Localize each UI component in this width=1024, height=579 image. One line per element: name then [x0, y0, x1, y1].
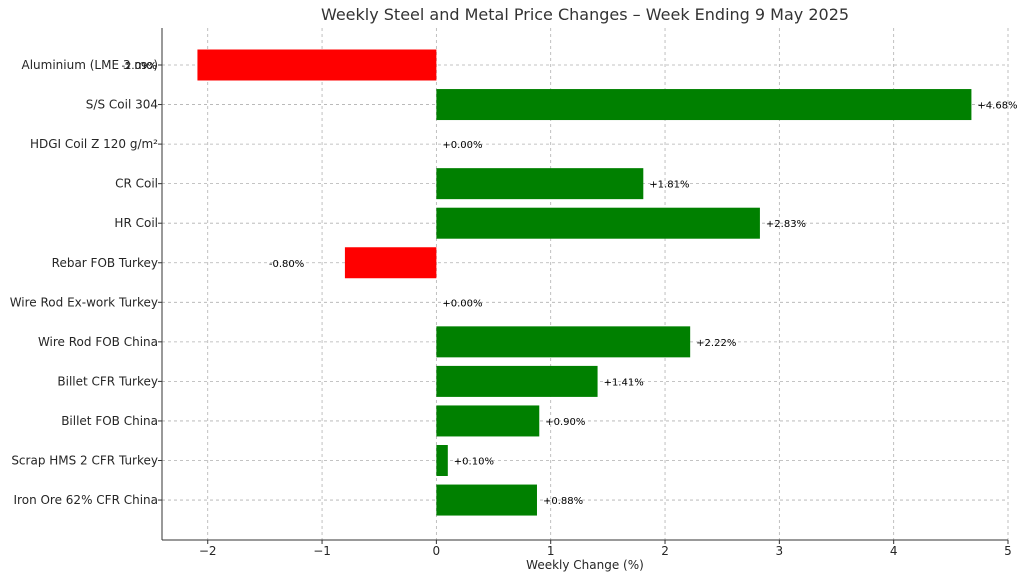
x-tick-labels: −2 −1 0 1 2 3 4 5 [199, 544, 1012, 558]
bar [436, 484, 537, 516]
category-label: Billet FOB China [61, 414, 158, 428]
bar [436, 405, 540, 437]
bar-value-label: -0.80% [269, 259, 304, 270]
bar-value-label: +0.00% [442, 140, 482, 151]
category-label: Wire Rod FOB China [38, 335, 158, 349]
bar-value-label: +1.81% [649, 180, 689, 191]
x-tick-label: 2 [661, 544, 669, 558]
x-tick-label: 3 [776, 544, 784, 558]
bar-value-label: +2.22% [696, 338, 736, 349]
category-label: Aluminium (LME 3 mo) [22, 58, 159, 72]
bar [436, 326, 691, 358]
category-label: Wire Rod Ex-work Turkey [10, 295, 158, 309]
x-tick-label: 5 [1004, 544, 1012, 558]
x-tick-label: 4 [890, 544, 898, 558]
bar-value-label: +2.83% [766, 219, 806, 230]
bars [197, 49, 972, 516]
category-labels: Aluminium (LME 3 mo) S/S Coil 304 HDGI Coi… [10, 58, 158, 507]
bar [436, 89, 972, 121]
category-label: Billet CFR Turkey [57, 374, 158, 388]
axes [158, 28, 1009, 544]
bar-value-label: +0.90% [545, 417, 585, 428]
bar-value-label: +0.88% [543, 496, 583, 507]
bar-value-label: +0.00% [442, 298, 482, 309]
x-tick-label: −2 [199, 544, 217, 558]
category-label: S/S Coil 304 [86, 98, 158, 112]
x-axis-label: Weekly Change (%) [526, 558, 644, 572]
category-label: Rebar FOB Turkey [52, 256, 158, 270]
bar-value-label: +1.41% [604, 377, 644, 388]
category-label: HR Coil [114, 216, 158, 230]
bar [436, 168, 644, 200]
bar [436, 207, 760, 239]
bar [344, 247, 437, 279]
category-label: Iron Ore 62% CFR China [14, 493, 158, 507]
bar [436, 445, 448, 476]
x-tick-label: 1 [547, 544, 555, 558]
value-labels: -2.09% +4.68% +0.00% +1.81% +2.83% -0.80% +0.0… [121, 61, 1017, 507]
x-tick-label: 0 [433, 544, 441, 558]
category-label: CR Coil [115, 177, 158, 191]
bar-value-label: -2.09% [121, 61, 156, 72]
bar [436, 365, 598, 397]
category-label: HDGI Coil Z 120 g/m² [30, 137, 158, 151]
bar [197, 49, 437, 81]
chart-title: Weekly Steel and Metal Price Changes – W… [321, 5, 849, 24]
bar-value-label: +4.68% [977, 101, 1017, 112]
category-label: Scrap HMS 2 CFR Turkey [11, 454, 158, 468]
bar-value-label: +0.10% [454, 457, 494, 468]
x-tick-label: −1 [313, 544, 331, 558]
